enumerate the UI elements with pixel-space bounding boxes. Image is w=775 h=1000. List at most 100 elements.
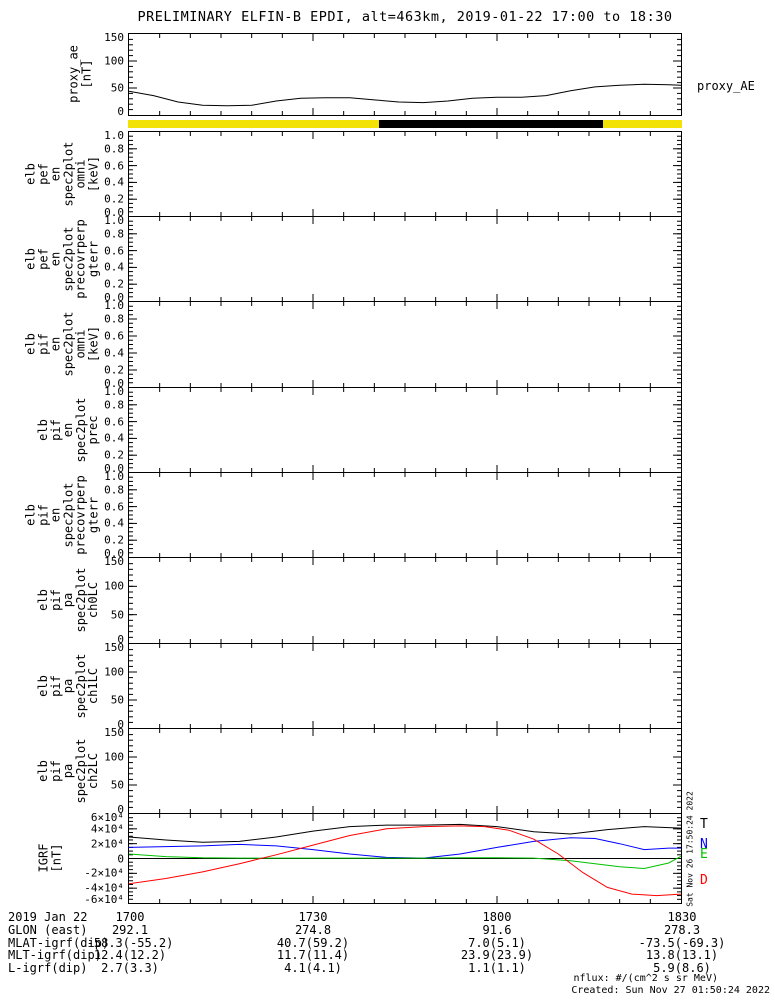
y-tick-label: 50 (110, 693, 124, 707)
mlat-value: 40.7(59.2) (276, 935, 350, 950)
y-tick-label: 100 (104, 54, 124, 68)
ylabel-elb-pef-en-precovrperp-gterr: elb pef en spec2plot precovrperp gterr (23, 219, 101, 299)
y-tick-label: 150 (104, 725, 124, 739)
y-tick-label: 4×10⁴ (90, 822, 124, 836)
y-tick-label: 100 (104, 750, 124, 764)
mlat-value: 7.0(5.1) (468, 935, 526, 950)
time-tick-1700: 1700 (115, 910, 145, 924)
y-tick-label: 0.4 (104, 175, 124, 189)
igrf-d-label: D (700, 873, 708, 888)
l-value: 1.1(1.1) (468, 961, 526, 976)
y-tick-label: 50 (110, 608, 124, 622)
ephemeris-row-glon: GLON (east) 292.1 274.8 91.6 278.3 (0, 922, 775, 937)
y-tick-label: 0.6 (104, 329, 124, 343)
side-timestamp: Sat Nov 26 17:50:24 2022 (685, 791, 695, 907)
panel-elb-pif-pa-ch0lc: 150 100 50 0 (104, 556, 682, 645)
y-tick-label: 0.8 (104, 483, 124, 497)
y-tick-label: 0.2 (104, 448, 124, 462)
l-value: 5.9(8.6) (653, 961, 711, 976)
y-tick-label: 0.6 (104, 415, 124, 429)
y-tick-label: 50 (110, 81, 124, 95)
ylabel-proxy-ae: proxy_ae [nT] (66, 45, 94, 103)
igrf-t-label: T (700, 817, 708, 832)
y-tick-label: 0 (117, 718, 124, 732)
y-tick-label: -4×10⁴ (84, 881, 124, 895)
y-tick-label: 2×10⁴ (90, 837, 124, 851)
y-tick-label: -2×10⁴ (84, 866, 124, 880)
y-tick-label: 6×10⁴ (90, 810, 124, 824)
glon-value: 91.6 (482, 922, 512, 937)
panel-elb-pif-pa-ch2lc: 150 100 50 0 (104, 727, 682, 815)
y-tick-label: 0.6 (104, 500, 124, 514)
panel-igrf: 6×10⁴ 4×10⁴ 2×10⁴ 0 -2×10⁴ -4×10⁴ -6×10⁴ (84, 812, 682, 905)
y-tick-label: 0.2 (104, 192, 124, 206)
ephemeris-table: 2019 Jan 22 1700 1730 1800 1830 GLON (ea… (0, 910, 775, 976)
y-tick-label: 0.4 (104, 431, 124, 445)
l-value: 4.1(4.1) (284, 961, 342, 976)
igrf-e-label: E (700, 847, 708, 862)
ephemeris-row-date: 2019 Jan 22 1700 1730 1800 1830 (0, 910, 775, 924)
night-interval (378, 120, 603, 128)
y-tick-label: 0.8 (104, 142, 124, 156)
time-tick-1800: 1800 (482, 910, 512, 924)
row-label-glon: GLON (east) (8, 922, 88, 937)
l-value: 2.7(3.3) (101, 961, 159, 976)
panel-elb-pif-en-precovrperp-gterr: 1.0 0.8 0.6 0.4 0.2 0.0 (104, 471, 682, 559)
y-tick-label: 0.2 (104, 363, 124, 377)
ephemeris-row-mlt: MLT-igrf(dip) 12.4(12.2) 11.7(11.4) 23.9… (0, 948, 775, 963)
y-tick-label: 0.6 (104, 244, 124, 258)
y-tick-label: 150 (104, 640, 124, 654)
day-interval (602, 120, 682, 128)
ylabel-elb-pif-en-precovrperp-gterr: elb pif en spec2plot precovrperp gterr (23, 475, 101, 555)
y-tick-label: 0 (117, 633, 124, 647)
y-tick-label: 0.2 (104, 277, 124, 291)
y-tick-label: 150 (104, 30, 124, 44)
ylabel-elb-pif-pa-ch1lc: elb pif pa spec2plot ch1LC (35, 653, 100, 719)
panel-elb-pef-en-omni: 1.0 0.8 0.6 0.4 0.2 0.0 (104, 130, 682, 218)
proxy-ae-series-label: proxy_AE (697, 79, 755, 93)
created-timestamp: Created: Sun Nov 27 01:50:24 2022 (571, 985, 770, 996)
y-tick-label: 0.8 (104, 227, 124, 241)
glon-value: 274.8 (294, 922, 332, 937)
time-tick-1730: 1730 (298, 910, 328, 924)
y-tick-label: 0 (117, 105, 124, 119)
ylabel-elb-pif-pa-ch2lc: elb pif pa spec2plot ch2LC (35, 738, 100, 804)
mlt-value: 13.8(13.1) (645, 948, 719, 963)
igrf-n-label: N (700, 837, 708, 852)
mlt-value: 23.9(23.9) (460, 948, 534, 963)
y-tick-label: 0.2 (104, 533, 124, 547)
y-tick-label: 0.0 (104, 377, 124, 391)
glon-value: 278.3 (663, 922, 701, 937)
y-tick-label: 0 (117, 803, 124, 817)
ylabel-elb-pif-en-prec: elb pif en spec2plot prec (35, 397, 100, 463)
y-tick-label: 1.0 (104, 384, 124, 398)
y-tick-label: 0.8 (104, 398, 124, 412)
y-tick-label: 0.6 (104, 159, 124, 173)
ylabel-elb-pif-en-omni: elb pif en spec2plot omni [keV] (23, 311, 101, 377)
time-tick-1830: 1830 (667, 910, 697, 924)
y-tick-label: 0.0 (104, 462, 124, 476)
y-tick-label: 50 (110, 778, 124, 792)
y-tick-label: 1.0 (104, 128, 124, 142)
y-tick-label: 0.0 (104, 206, 124, 220)
y-tick-label: 100 (104, 665, 124, 679)
y-tick-label: -6×10⁴ (84, 893, 124, 907)
day-interval (128, 120, 379, 128)
ephemeris-row-mlat: MLAT-igrf(dip) -58.3(-55.2) 40.7(59.2) 7… (0, 935, 775, 950)
panel-elb-pif-en-omni: 1.0 0.8 0.6 0.4 0.2 0.0 (104, 300, 682, 389)
y-tick-label: 1.0 (104, 298, 124, 312)
row-label-l: L-igrf(dip) (8, 961, 88, 976)
panel-elb-pef-en-precovrperp-gterr: 1.0 0.8 0.6 0.4 0.2 0.0 (104, 215, 682, 303)
y-tick-label: 0.0 (104, 291, 124, 305)
ephemeris-row-l: L-igrf(dip) 2.7(3.3) 4.1(4.1) 1.1(1.1) 5… (0, 961, 775, 976)
mlat-value: -73.5(-69.3) (638, 935, 726, 950)
mlt-value: 11.7(11.4) (276, 948, 350, 963)
mlat-value: -58.3(-55.2) (86, 935, 174, 950)
row-label-date: 2019 Jan 22 (8, 910, 88, 924)
nflux-units-note: nflux: #/(cm^2 s sr MeV) (573, 973, 719, 984)
y-tick-label: 0.4 (104, 346, 124, 360)
ylabel-igrf: IGRF [nT] (36, 843, 64, 873)
y-tick-label: 1.0 (104, 213, 124, 227)
glon-value: 292.1 (111, 922, 149, 937)
